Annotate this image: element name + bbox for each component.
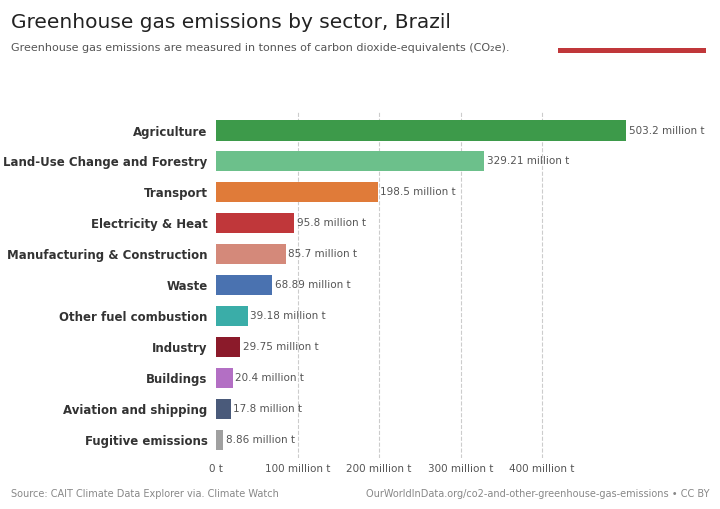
Text: 329.21 million t: 329.21 million t bbox=[487, 156, 569, 166]
Text: 85.7 million t: 85.7 million t bbox=[288, 249, 357, 259]
Text: 95.8 million t: 95.8 million t bbox=[297, 218, 366, 228]
Bar bbox=[216, 151, 485, 172]
Text: Source: CAIT Climate Data Explorer via. Climate Watch: Source: CAIT Climate Data Explorer via. … bbox=[11, 489, 279, 499]
Bar bbox=[216, 399, 230, 419]
Bar bbox=[216, 244, 286, 264]
Bar bbox=[216, 337, 240, 357]
Text: Greenhouse gas emissions are measured in tonnes of carbon dioxide-equivalents (C: Greenhouse gas emissions are measured in… bbox=[11, 43, 509, 53]
Text: OurWorldInData.org/co2-and-other-greenhouse-gas-emissions • CC BY: OurWorldInData.org/co2-and-other-greenho… bbox=[366, 489, 709, 499]
Bar bbox=[216, 367, 233, 388]
Text: 68.89 million t: 68.89 million t bbox=[274, 280, 350, 290]
Text: 503.2 million t: 503.2 million t bbox=[629, 126, 704, 135]
Text: 17.8 million t: 17.8 million t bbox=[233, 404, 302, 414]
Bar bbox=[216, 430, 223, 449]
FancyBboxPatch shape bbox=[558, 48, 706, 53]
Text: 8.86 million t: 8.86 million t bbox=[225, 435, 294, 444]
Bar bbox=[216, 182, 378, 203]
Bar bbox=[216, 121, 626, 140]
Text: in Data: in Data bbox=[611, 31, 653, 41]
Text: Our World: Our World bbox=[602, 15, 662, 25]
Text: 20.4 million t: 20.4 million t bbox=[235, 373, 304, 383]
Bar bbox=[216, 306, 248, 326]
Text: Greenhouse gas emissions by sector, Brazil: Greenhouse gas emissions by sector, Braz… bbox=[11, 13, 451, 32]
Bar bbox=[216, 213, 294, 233]
Bar bbox=[216, 275, 272, 295]
Text: 198.5 million t: 198.5 million t bbox=[380, 187, 456, 197]
Text: 39.18 million t: 39.18 million t bbox=[251, 311, 326, 321]
Text: 29.75 million t: 29.75 million t bbox=[243, 342, 318, 352]
